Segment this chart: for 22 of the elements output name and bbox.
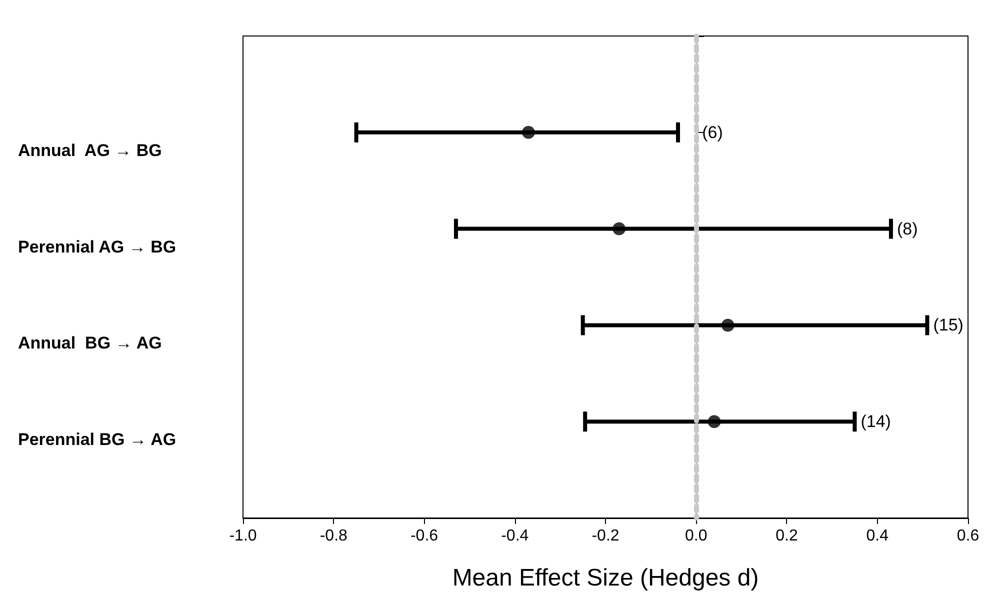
annotation: (15) xyxy=(933,316,964,335)
point xyxy=(708,415,721,428)
point xyxy=(721,318,734,332)
point xyxy=(612,222,626,236)
x-tick-label: -0.6 xyxy=(410,528,438,544)
x-tick-label: -1.0 xyxy=(229,528,257,544)
point xyxy=(522,126,535,139)
y-tick-label: Annual BG → AG xyxy=(18,334,162,353)
x-tick-label: -0.4 xyxy=(501,528,529,544)
x-tick-label: -0.2 xyxy=(592,528,620,544)
x-axis-title: Mean Effect Size (Hedges d) xyxy=(452,564,759,592)
x-tick-label: -0.8 xyxy=(320,528,348,544)
x-tick-label: 0.2 xyxy=(776,528,798,544)
x-tick-label: 0.4 xyxy=(866,528,889,544)
y-tick-label: Perennial AG → BG xyxy=(18,237,176,256)
y-tick-label: Perennial BG → AG xyxy=(18,430,176,450)
x-tick-label: 0.6 xyxy=(956,528,980,544)
y-tick-label: Annual AG → BG xyxy=(18,140,162,160)
annotation: (8) xyxy=(896,219,918,238)
x-tick-label: 0.0 xyxy=(685,528,708,544)
annotation: (6) xyxy=(702,122,723,142)
annotation: (14) xyxy=(860,412,891,432)
